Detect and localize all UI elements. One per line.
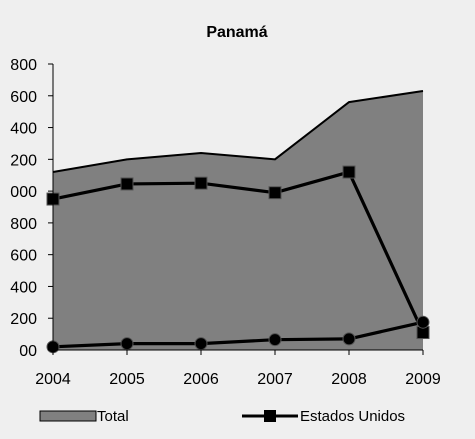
series-3-marker [268,333,282,347]
y-tick-label: 600 [10,89,37,106]
chart-title: Panamá [206,24,267,41]
series-3-line [52,320,424,349]
y-tick-label: 800 [10,57,37,74]
estados-unidos-marker [268,186,282,200]
y-tick-label: 600 [10,248,37,265]
axes: 00 200 400 600 800 000 200 400 600 800 2004 2005 200… [10,57,441,388]
series-3-marker [342,332,356,346]
area-total-outline [52,90,424,174]
y-tick-label: 400 [10,121,37,138]
x-tick-label: 2005 [109,371,145,388]
estados-unidos-marker [342,165,356,179]
area-total [53,91,423,350]
plot-area [46,90,430,354]
x-tick-label: 2007 [257,371,293,388]
x-tick-label: 2004 [35,371,71,388]
legend-label-total: Total [97,408,129,425]
y-tick-label: 00 [19,343,37,360]
legend-marker-estados-unidos [264,410,276,422]
series-3-marker [194,337,208,351]
legend: Total Estados Unidos [39,408,405,425]
estados-unidos-marker [120,177,134,191]
y-tick-label: 000 [10,184,37,201]
series-3-marker [416,315,430,329]
estados-unidos-line [52,170,425,334]
x-tick-label: 2008 [331,371,367,388]
legend-swatch-total [39,410,97,422]
x-tick-label: 2006 [183,371,219,388]
series-3-marker [120,337,134,351]
estados-unidos-marker [194,176,208,190]
y-tick-label: 200 [10,152,37,169]
y-tick-label: 800 [10,216,37,233]
x-tick-label: 2009 [405,371,441,388]
y-tick-label: 200 [10,311,37,328]
y-tick-label: 400 [10,279,37,296]
legend-label-estados-unidos: Estados Unidos [300,408,405,425]
